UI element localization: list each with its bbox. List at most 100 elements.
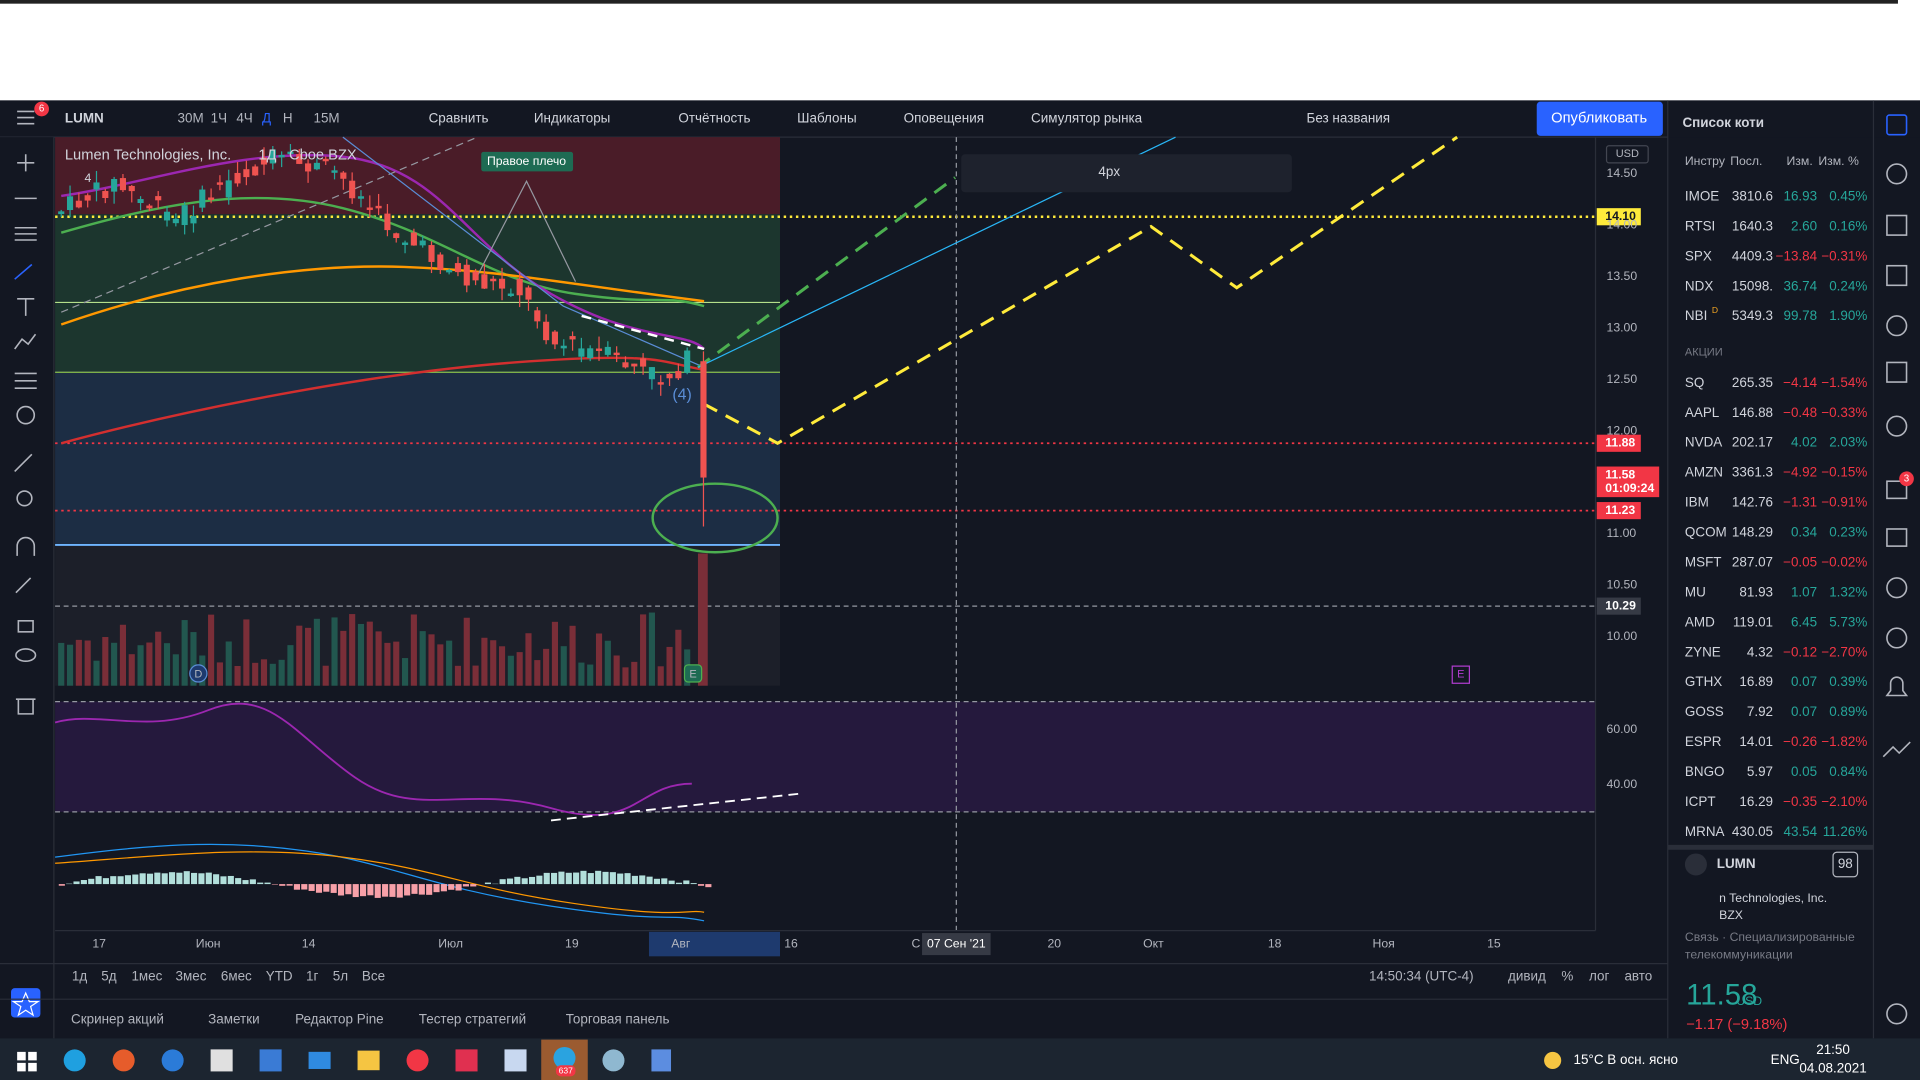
watchlist-title[interactable]: Список коти — [1682, 115, 1764, 130]
mail-icon[interactable] — [308, 1051, 331, 1069]
draw-lock[interactable] — [15, 577, 32, 594]
row-symbol[interactable]: GOSS — [1685, 704, 1724, 719]
interval[interactable]: Д — [262, 110, 271, 125]
row-pct[interactable]: 2.03% — [1829, 435, 1867, 450]
row-last[interactable]: 148.29 — [1732, 525, 1773, 540]
telegram-icon[interactable] — [553, 1046, 576, 1069]
row-pct[interactable]: 0.24% — [1829, 278, 1867, 293]
streams-icon[interactable] — [1886, 577, 1908, 599]
toolbar-button[interactable]: Без названия — [1307, 110, 1391, 125]
row-symbol[interactable]: NDX — [1685, 278, 1713, 293]
row-change[interactable]: −1.31 — [1783, 495, 1817, 510]
watchlist-icon[interactable] — [1886, 114, 1908, 136]
row-pct[interactable]: −2.10% — [1821, 794, 1867, 809]
toolbar-button[interactable]: Симулятор рынка — [1031, 110, 1143, 125]
column-header[interactable]: Посл. — [1730, 154, 1762, 168]
row-change[interactable]: −0.12 — [1783, 644, 1817, 659]
row-last[interactable]: 81.93 — [1739, 584, 1773, 599]
fib-tool[interactable] — [14, 226, 37, 241]
app-icon[interactable] — [112, 1049, 135, 1072]
details-symbol[interactable]: LUMN — [1717, 856, 1756, 871]
publish-button[interactable] — [1536, 101, 1663, 136]
row-pct[interactable]: 0.45% — [1829, 189, 1867, 204]
interval[interactable]: 4Ч — [236, 110, 252, 125]
row-change[interactable]: 6.45 — [1791, 614, 1817, 629]
scale-option[interactable]: % — [1561, 969, 1573, 984]
data-icon[interactable] — [1886, 264, 1908, 287]
hotlist-icon[interactable] — [1886, 315, 1908, 337]
row-change[interactable]: 36.74 — [1783, 278, 1817, 293]
news-icon[interactable] — [1886, 214, 1908, 236]
range-button[interactable]: Все — [362, 969, 385, 984]
lock-tool[interactable] — [17, 620, 34, 633]
row-change[interactable]: 2.60 — [1791, 219, 1817, 234]
forecast-tool[interactable] — [14, 372, 37, 389]
row-pct[interactable]: 1.90% — [1829, 308, 1867, 323]
drawing-toolbar[interactable] — [961, 154, 1292, 193]
row-pct[interactable]: 11.26% — [1823, 824, 1868, 839]
trash-tool[interactable] — [15, 698, 36, 715]
row-pct[interactable]: −0.91% — [1821, 495, 1867, 510]
row-change[interactable]: 0.07 — [1791, 674, 1817, 689]
app-icon[interactable] — [602, 1049, 625, 1072]
row-last[interactable]: 3810.6 — [1732, 189, 1773, 204]
interval[interactable]: Н — [283, 110, 293, 125]
messages-icon[interactable] — [1886, 528, 1908, 547]
row-change[interactable]: 1.07 — [1791, 584, 1817, 599]
range-button[interactable]: 5д — [101, 969, 116, 984]
bottom-tab[interactable]: Скринер акций — [71, 1012, 164, 1027]
app-icon[interactable] — [161, 1049, 184, 1072]
help-icon[interactable] — [1886, 1003, 1908, 1025]
row-last[interactable]: 265.35 — [1732, 375, 1773, 390]
row-pct[interactable]: −1.82% — [1821, 734, 1867, 749]
row-change[interactable]: −0.48 — [1783, 405, 1817, 420]
row-pct[interactable]: −0.33% — [1821, 405, 1867, 420]
row-pct[interactable]: 0.23% — [1829, 525, 1867, 540]
row-pct[interactable]: 1.32% — [1829, 584, 1867, 599]
clock-date[interactable]: 04.08.2021 — [1799, 1061, 1866, 1076]
row-pct[interactable]: 0.16% — [1829, 219, 1867, 234]
brush-tool[interactable] — [14, 263, 33, 280]
column-header[interactable]: Изм. % — [1818, 154, 1859, 168]
bottom-tab[interactable]: Торговая панель — [566, 1012, 670, 1027]
row-last[interactable]: 7.92 — [1747, 704, 1773, 719]
row-last[interactable]: 119.01 — [1733, 614, 1773, 629]
toolbar-button[interactable]: Оповещения — [904, 110, 984, 125]
currency[interactable]: USD — [1616, 148, 1639, 160]
explorer-icon[interactable] — [357, 1050, 380, 1071]
row-symbol[interactable]: IMOE — [1685, 189, 1719, 204]
row-symbol[interactable]: RTSI — [1685, 219, 1715, 234]
interval[interactable]: 15М — [313, 110, 339, 125]
order-icon[interactable] — [1882, 741, 1911, 758]
row-symbol[interactable]: ESPR — [1685, 734, 1722, 749]
row-symbol[interactable]: SQ — [1685, 375, 1704, 390]
row-last[interactable]: 4.32 — [1747, 644, 1773, 659]
row-last[interactable]: 287.07 — [1732, 554, 1773, 569]
row-change[interactable]: −0.26 — [1783, 734, 1817, 749]
calculator-icon[interactable] — [651, 1049, 672, 1072]
row-last[interactable]: 14.01 — [1739, 734, 1773, 749]
eye-tool[interactable] — [15, 648, 37, 663]
interval[interactable]: 1Ч — [211, 110, 227, 125]
stroke-width[interactable]: 4px — [1098, 164, 1120, 179]
cross-tool[interactable] — [17, 154, 35, 172]
row-symbol[interactable]: MSFT — [1685, 554, 1722, 569]
calendar-icon[interactable] — [1886, 361, 1908, 383]
bottom-tab[interactable]: Заметки — [208, 1012, 259, 1027]
row-change[interactable]: 16.93 — [1783, 189, 1817, 204]
column-header[interactable]: Изм. — [1787, 154, 1813, 168]
menu-icon[interactable] — [17, 110, 35, 125]
toolbar-button[interactable]: Индикаторы — [534, 110, 610, 125]
row-pct[interactable]: −0.15% — [1821, 465, 1867, 480]
row-change[interactable]: 0.34 — [1791, 525, 1818, 540]
row-pct[interactable]: −0.02% — [1821, 554, 1867, 569]
row-symbol[interactable]: ZYNE — [1685, 644, 1721, 659]
toolbar-button[interactable]: Шаблоны — [797, 110, 857, 125]
range-button[interactable]: 5л — [333, 969, 348, 984]
row-symbol[interactable]: MRNA — [1685, 824, 1725, 839]
broadcast-icon[interactable] — [1886, 627, 1908, 649]
notifications-icon[interactable] — [1885, 676, 1909, 697]
row-symbol[interactable]: AAPL — [1685, 405, 1720, 420]
row-change[interactable]: 0.07 — [1791, 704, 1817, 719]
row-symbol[interactable]: SPX — [1685, 248, 1712, 263]
